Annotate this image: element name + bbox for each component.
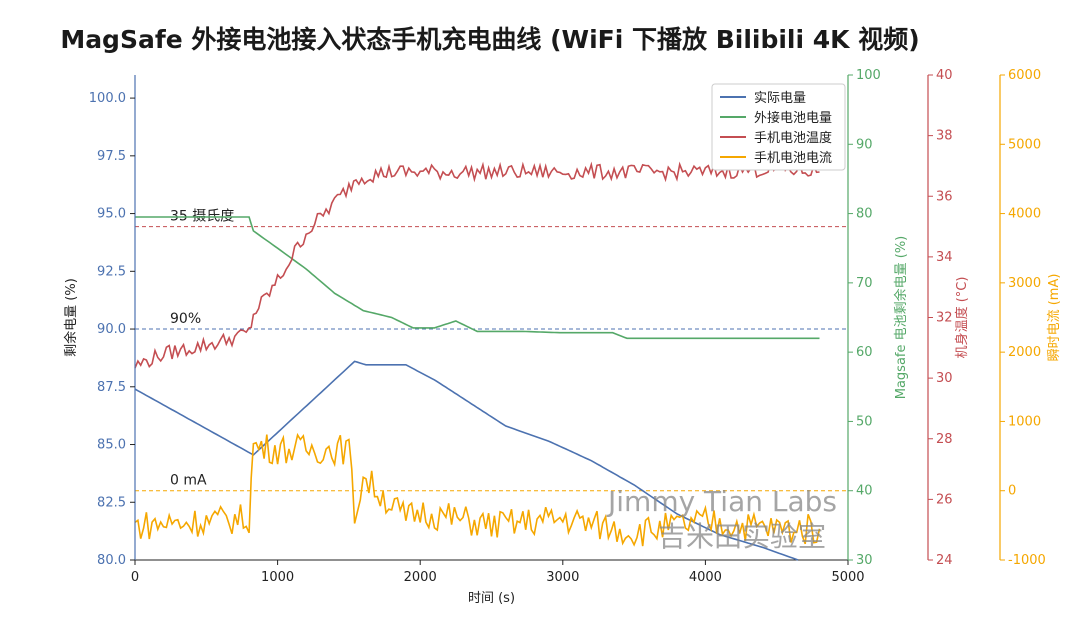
y-tick-label: 90.0 [97,322,126,337]
reference-line-label: 0 mA [170,473,207,489]
series-line [134,360,799,561]
y-tick-label: 34 [936,250,953,265]
y-tick-label: 36 [936,189,953,204]
y-tick-label: 26 [936,492,953,507]
y-tick-label: 40 [936,68,953,83]
y-tick-label: 4000 [1008,207,1041,222]
y-tick-label: 3000 [1008,276,1041,291]
x-axis-label: 时间 (s) [468,591,515,606]
y-tick-label: 30 [936,371,953,386]
y-axis-label: 机身温度 (°C) [954,277,970,359]
y-tick-label: 80 [856,207,873,222]
series-line [134,159,820,369]
y-axis-label: 剩余电量 (%) [63,278,79,357]
y-tick-label: 92.5 [97,264,126,279]
y-tick-label: 30 [856,553,873,568]
x-tick-label: 5000 [831,570,864,585]
y-tick-label: 60 [856,345,873,360]
y-tick-label: 70 [856,276,873,291]
legend-label: 实际电量 [754,91,806,106]
y-tick-label: 38 [936,129,953,144]
y-tick-label: 40 [856,484,873,499]
y-tick-label: 95.0 [97,207,126,222]
y-axis-label: Magsafe 电池剩余电量 (%) [893,236,909,400]
reference-line-label: 90% [170,311,201,327]
chart-title: MagSafe 外接电池接入状态手机充电曲线 (WiFi 下播放 Bilibil… [60,25,920,54]
x-tick-label: 4000 [689,570,722,585]
y-tick-label: 80.0 [97,553,126,568]
legend-label: 手机电池电流 [754,151,832,166]
x-tick-label: 0 [131,570,139,585]
y-axis-label: 瞬时电流 (mA) [1047,274,1062,362]
y-tick-label: 0 [1008,484,1016,499]
y-tick-label: 85.0 [97,438,126,453]
series-line [135,216,820,340]
y-tick-label: 1000 [1008,414,1041,429]
watermark-line1: Jimmy Tian Labs [606,485,837,518]
legend-label: 外接电池电量 [754,110,832,126]
y-tick-label: -1000 [1008,553,1046,568]
y-tick-label: 5000 [1008,137,1041,152]
y-tick-label: 90 [856,137,873,152]
watermark-line2: 吉米田实验室 [658,520,826,553]
y-tick-label: 82.5 [97,495,126,510]
y-tick-label: 87.5 [97,380,126,395]
y-tick-label: 2000 [1008,345,1041,360]
y-tick-label: 32 [936,311,953,326]
legend-label: 手机电池温度 [754,130,832,146]
y-tick-label: 24 [936,553,953,568]
legend-frame [711,83,846,171]
series-line [134,432,821,547]
y-tick-label: 100 [856,68,881,83]
y-tick-label: 28 [936,432,953,447]
y-tick-label: 97.5 [97,149,126,164]
y-tick-label: 50 [856,414,873,429]
x-tick-label: 1000 [261,570,294,585]
x-tick-label: 2000 [404,570,437,585]
y-tick-label: 100.0 [89,91,126,106]
x-tick-label: 3000 [546,570,579,585]
y-tick-label: 6000 [1008,68,1041,83]
